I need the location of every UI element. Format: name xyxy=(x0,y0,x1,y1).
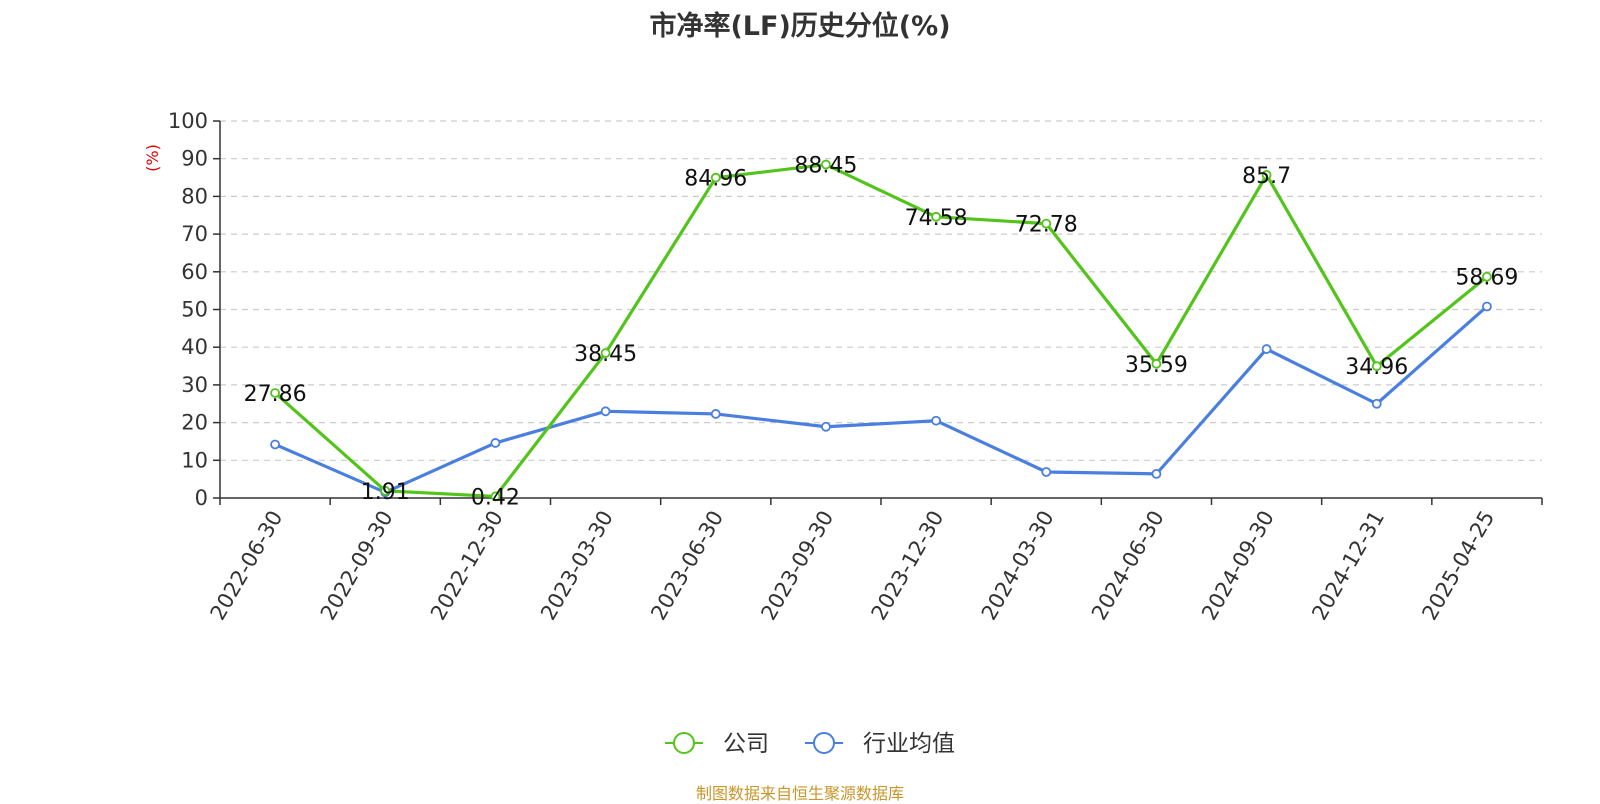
y-tick-label: 50 xyxy=(181,298,208,322)
data-label: 74.58 xyxy=(905,206,968,231)
y-tick-label: 70 xyxy=(181,222,208,246)
data-point xyxy=(1482,301,1492,312)
series-lines xyxy=(270,159,1492,502)
data-label: 1.91 xyxy=(361,480,410,505)
x-tick-label: 2022-12-30 xyxy=(426,506,508,624)
series-line-0 xyxy=(274,162,1488,499)
y-tick-label: 100 xyxy=(168,109,208,133)
data-point xyxy=(1041,218,1052,229)
y-tick-label: 60 xyxy=(181,260,208,284)
data-point xyxy=(1261,170,1272,180)
legend-swatch-marker xyxy=(813,732,835,754)
data-label: 35.59 xyxy=(1125,353,1188,378)
data-point xyxy=(380,485,391,496)
y-tick-label: 10 xyxy=(181,448,208,472)
x-tick-label: 2024-06-30 xyxy=(1087,507,1169,625)
x-tick-label: 2024-09-30 xyxy=(1197,507,1279,625)
data-point xyxy=(1041,467,1052,477)
data-point xyxy=(1151,468,1162,479)
data-source-note: 制图数据来自恒生聚源数据库 xyxy=(695,784,904,803)
data-point xyxy=(931,211,941,222)
y-tick-label: 90 xyxy=(181,147,208,171)
data-point xyxy=(710,409,721,419)
y-tick-label: 0 xyxy=(195,486,208,510)
legend: 公司 行业均值 xyxy=(665,731,955,757)
y-tick-label: 30 xyxy=(181,373,208,397)
y-tick-label: 40 xyxy=(181,335,208,359)
data-point xyxy=(1371,361,1382,372)
data-point xyxy=(821,421,831,432)
y-axis-unit-label: (%) xyxy=(143,144,162,172)
data-point xyxy=(270,388,280,398)
data-point xyxy=(270,439,280,450)
data-point xyxy=(1371,398,1382,409)
data-point xyxy=(600,406,611,417)
data-label: 88.45 xyxy=(794,154,857,179)
data-point xyxy=(1151,358,1162,369)
data-label: 84.96 xyxy=(684,167,747,192)
y-tick-label: 20 xyxy=(181,411,208,435)
legend-label: 行业均值 xyxy=(863,731,955,757)
legend-label: 公司 xyxy=(723,731,769,757)
data-label: 38.45 xyxy=(574,342,637,367)
series-line-1 xyxy=(274,305,1488,494)
x-tick-label: 2023-03-30 xyxy=(536,507,618,625)
data-point xyxy=(600,348,611,358)
x-tick-label: 2023-09-30 xyxy=(756,507,838,625)
x-tick-label: 2022-09-30 xyxy=(316,507,398,625)
data-point xyxy=(490,491,501,502)
data-label: 27.86 xyxy=(244,382,307,407)
x-tick-label: 2022-06-30 xyxy=(206,507,288,625)
axes: 0 10 20 30 40 50 60 70 80 90 100 2022-06-30 2022-09-… xyxy=(168,109,1543,625)
grid-lines xyxy=(220,120,1542,461)
data-label: 85.7 xyxy=(1242,164,1291,189)
data-point xyxy=(931,415,941,426)
x-tick-label: 2024-03-30 xyxy=(977,507,1059,625)
data-point xyxy=(1261,344,1272,354)
data-label: 58.69 xyxy=(1455,266,1518,291)
data-point xyxy=(821,159,831,170)
data-label: 34.96 xyxy=(1345,355,1408,380)
data-labels: 27.86 1.91 0.42 38.45 84.96 88.45 74.58 72.78 35… xyxy=(244,154,1519,511)
legend-swatch-marker xyxy=(673,732,695,754)
data-label: 0.42 xyxy=(471,485,520,510)
x-tick-label: 2023-06-30 xyxy=(646,507,728,625)
x-tick-label: 2024-12-31 xyxy=(1307,507,1389,625)
data-point xyxy=(1482,271,1492,282)
data-point xyxy=(490,438,501,448)
data-label: 72.78 xyxy=(1015,213,1078,238)
data-point xyxy=(710,172,721,183)
y-tick-label: 80 xyxy=(181,184,208,208)
x-tick-label: 2025-04-25 xyxy=(1417,507,1499,625)
chart-title: 市净率(LF)历史分位(%) xyxy=(649,11,951,42)
x-tick-label: 2023-12-30 xyxy=(867,506,949,624)
